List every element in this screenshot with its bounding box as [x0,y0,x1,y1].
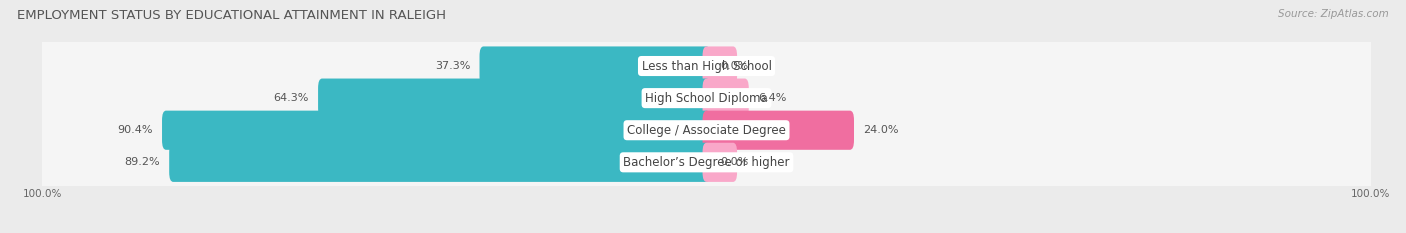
Text: 24.0%: 24.0% [863,125,898,135]
Text: High School Diploma: High School Diploma [645,92,768,105]
Text: 0.0%: 0.0% [720,157,748,167]
Text: 90.4%: 90.4% [117,125,153,135]
Text: Bachelor’s Degree or higher: Bachelor’s Degree or higher [623,156,790,169]
FancyBboxPatch shape [38,84,1375,177]
FancyBboxPatch shape [703,111,853,150]
Text: Less than High School: Less than High School [641,59,772,72]
FancyBboxPatch shape [38,51,1375,145]
Text: 89.2%: 89.2% [124,157,160,167]
Text: 37.3%: 37.3% [434,61,470,71]
Text: EMPLOYMENT STATUS BY EDUCATIONAL ATTAINMENT IN RALEIGH: EMPLOYMENT STATUS BY EDUCATIONAL ATTAINM… [17,9,446,22]
Text: Source: ZipAtlas.com: Source: ZipAtlas.com [1278,9,1389,19]
FancyBboxPatch shape [38,19,1375,113]
FancyBboxPatch shape [703,79,749,118]
Text: 64.3%: 64.3% [273,93,309,103]
FancyBboxPatch shape [318,79,710,118]
FancyBboxPatch shape [703,143,737,182]
FancyBboxPatch shape [169,143,710,182]
Text: 6.4%: 6.4% [758,93,786,103]
FancyBboxPatch shape [703,46,737,86]
Text: 0.0%: 0.0% [720,61,748,71]
FancyBboxPatch shape [479,46,710,86]
Text: College / Associate Degree: College / Associate Degree [627,124,786,137]
FancyBboxPatch shape [38,116,1375,209]
FancyBboxPatch shape [162,111,710,150]
